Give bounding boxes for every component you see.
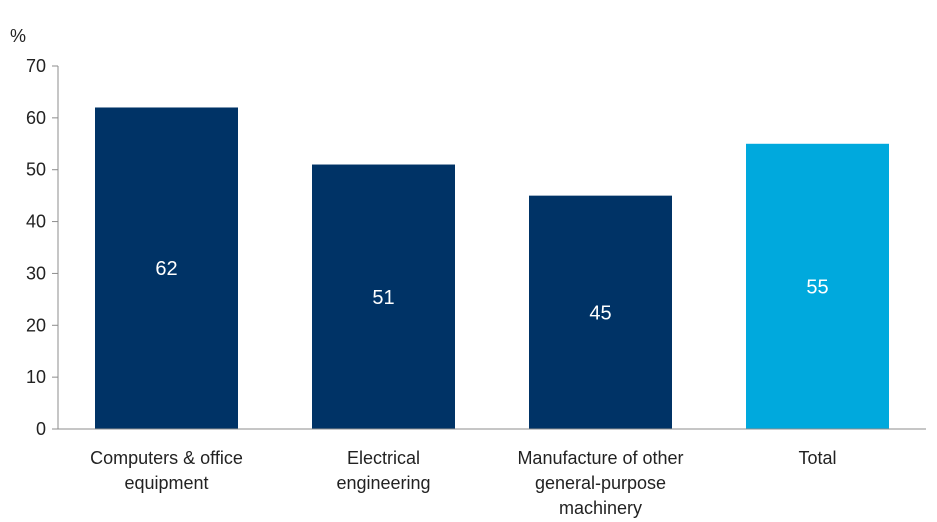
y-tick-label: 70	[26, 56, 46, 76]
category-label: Total	[798, 448, 836, 468]
category-label: machinery	[559, 498, 642, 518]
bar	[312, 164, 455, 429]
bar	[95, 107, 238, 429]
y-tick-label: 0	[36, 419, 46, 439]
bar	[746, 143, 889, 430]
category-label: Computers & office	[90, 448, 243, 468]
y-tick-label: 50	[26, 160, 46, 180]
bar-value-label: 62	[155, 258, 177, 280]
bar-value-label: 45	[589, 302, 611, 324]
bar-value-label: 55	[806, 276, 828, 298]
category-label: engineering	[336, 473, 430, 493]
bar-value-label: 51	[372, 287, 394, 309]
category-label: Manufacture of other	[517, 448, 683, 468]
category-label: general-purpose	[535, 473, 666, 493]
category-label: Electrical	[347, 448, 420, 468]
y-tick-label: 10	[26, 367, 46, 387]
y-axis-unit-label: %	[10, 26, 27, 46]
category-label: equipment	[124, 473, 208, 493]
y-tick-label: 30	[26, 263, 46, 283]
y-tick-label: 20	[26, 315, 46, 335]
y-tick-label: 60	[26, 108, 46, 128]
y-tick-label: 40	[26, 212, 46, 232]
bar	[529, 195, 672, 429]
